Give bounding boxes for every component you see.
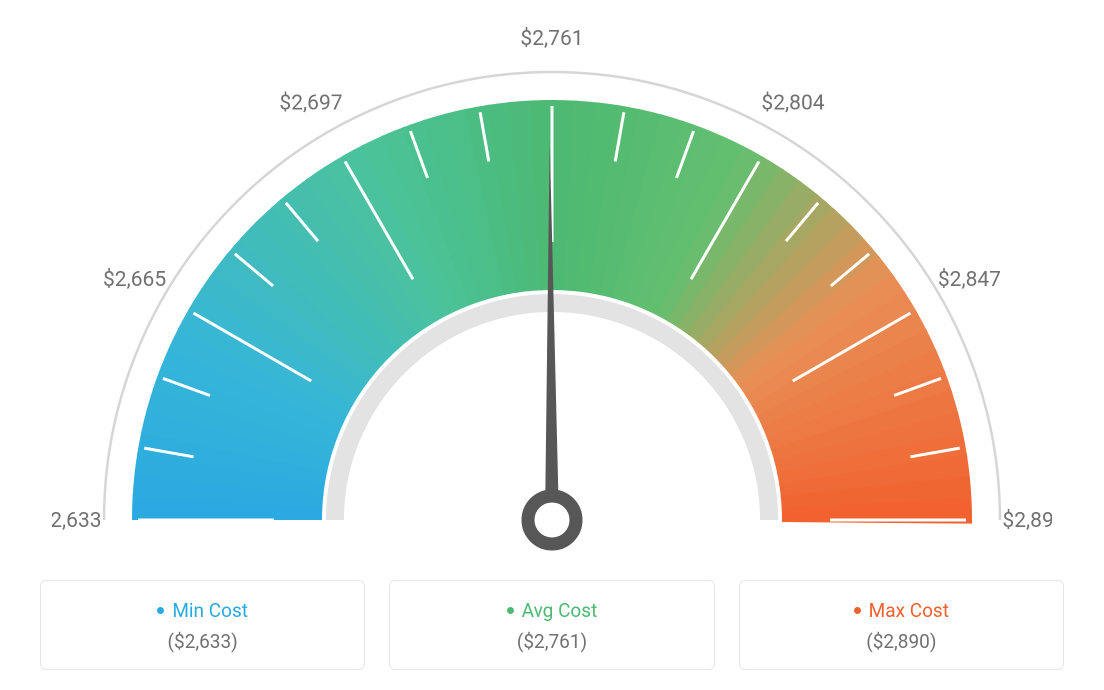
gauge-svg: $2,633 $2,665 $2,697 $2,761 $2,804 $2,847 $2,8… bbox=[52, 20, 1052, 560]
legend-title-max: Max Cost bbox=[854, 599, 949, 622]
svg-text:$2,804: $2,804 bbox=[761, 92, 824, 116]
svg-text:$2,633: $2,633 bbox=[52, 509, 102, 533]
legend-label: Min Cost bbox=[172, 599, 248, 622]
dot-icon bbox=[507, 607, 514, 614]
legend-title-min: Min Cost bbox=[157, 599, 248, 622]
legend-row: Min Cost ($2,633) Avg Cost ($2,761) Max … bbox=[40, 580, 1064, 670]
legend-card-avg: Avg Cost ($2,761) bbox=[389, 580, 714, 670]
svg-text:$2,890: $2,890 bbox=[1002, 509, 1052, 533]
svg-text:$2,697: $2,697 bbox=[279, 92, 342, 116]
legend-value-avg: ($2,761) bbox=[412, 630, 691, 653]
legend-value-min: ($2,633) bbox=[63, 630, 342, 653]
cost-gauge-chart: $2,633 $2,665 $2,697 $2,761 $2,804 $2,847 $2,8… bbox=[52, 20, 1052, 560]
svg-text:$2,761: $2,761 bbox=[520, 27, 583, 51]
svg-text:$2,665: $2,665 bbox=[103, 268, 166, 292]
legend-value-max: ($2,890) bbox=[762, 630, 1041, 653]
legend-label: Max Cost bbox=[869, 599, 949, 622]
legend-label: Avg Cost bbox=[522, 599, 598, 622]
legend-card-min: Min Cost ($2,633) bbox=[40, 580, 365, 670]
svg-text:$2,847: $2,847 bbox=[938, 268, 1001, 292]
legend-card-max: Max Cost ($2,890) bbox=[739, 580, 1064, 670]
dot-icon bbox=[854, 607, 861, 614]
dot-icon bbox=[157, 607, 164, 614]
legend-title-avg: Avg Cost bbox=[507, 599, 598, 622]
